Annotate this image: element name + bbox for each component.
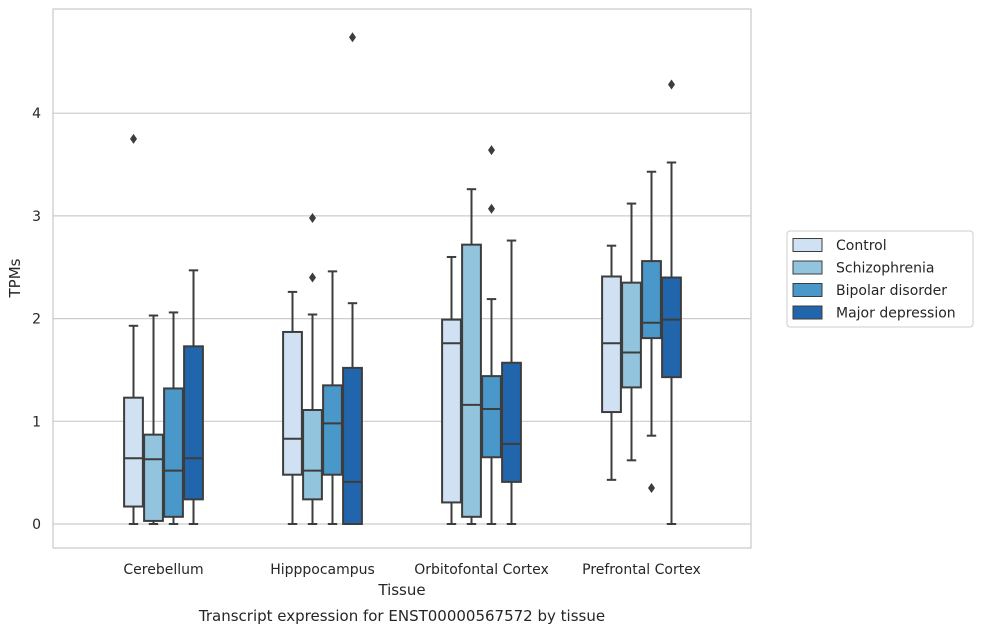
y-axis-label: TPMs [6,258,24,298]
outlier-marker [488,145,495,156]
legend-label: Control [836,238,887,254]
iqr-box [302,409,323,501]
plot-area-frame [52,8,752,549]
box-plots [123,32,682,525]
box-bipolar-disorder-cerebellum [163,311,184,525]
iqr-box [342,366,363,525]
box-bipolar-disorder-prefrontal-cortex [641,170,662,494]
legend-swatch [792,238,823,252]
box-control-cerebellum [123,133,144,525]
x-tick-label: Prefrontal Cortex [582,562,701,578]
legend: Control Schizophrenia Bipolar disorder Majo… [786,230,974,328]
box-schizophrenia-prefrontal-cortex [621,202,642,462]
box-schizophrenia-hipppocampus [302,212,323,525]
box-bipolar-disorder-hipppocampus [322,270,343,525]
iqr-box [661,276,682,379]
box-schizophrenia-cerebellum [143,314,164,525]
x-tick-labels: Cerebellum Hipppocampus Orbitofontal Corte… [123,562,700,578]
iqr-box [143,433,164,522]
outlier-marker [488,203,495,214]
iqr-box [183,345,204,501]
x-tick-label: Orbitofontal Cortex [414,562,549,578]
legend-label: Bipolar disorder [836,283,947,299]
outlier-marker [648,483,655,494]
y-tick-label: 3 [32,209,41,225]
chart-caption: Transcript expression for ENST0000056757… [198,607,605,625]
iqr-box [621,281,642,389]
box-major-depression-hipppocampus [342,32,363,525]
legend-item: Bipolar disorder [792,283,947,299]
legend-item: Control [792,238,887,254]
iqr-box [461,243,482,518]
outlier-marker [309,272,316,283]
y-tick-label: 1 [32,414,41,430]
legend-frame [786,230,974,328]
outlier-marker [668,79,675,90]
box-major-depression-cerebellum [183,269,204,525]
x-tick-label: Cerebellum [123,562,203,578]
iqr-box [481,375,502,459]
y-tick-label: 0 [32,517,41,533]
box-bipolar-disorder-orbitofontal-cortex [481,145,502,525]
iqr-box [282,330,303,476]
legend-label: Schizophrenia [836,261,934,277]
y-tick-labels: 0 1 2 3 4 [32,106,41,533]
legend-item: Major depression [792,305,956,322]
box-control-orbitofontal-cortex [441,255,462,525]
iqr-box [441,318,462,504]
legend-swatch [792,305,823,320]
x-axis-label: Tissue [377,581,425,599]
outlier-marker [130,133,137,144]
y-tick-label: 4 [32,106,41,122]
box-major-depression-orbitofontal-cortex [501,239,522,525]
iqr-box [501,361,522,483]
iqr-box [163,387,184,518]
outlier-marker [309,212,316,223]
box-schizophrenia-orbitofontal-cortex [461,188,482,525]
box-control-hipppocampus [282,290,303,525]
iqr-box [641,260,662,340]
legend-swatch [792,260,823,275]
legend-item: Schizophrenia [792,260,934,277]
legend-label: Major depression [836,306,956,322]
x-tick-label: Hipppocampus [270,562,375,578]
iqr-box [322,384,343,476]
box-control-prefrontal-cortex [601,244,622,481]
legend-swatch [792,283,823,297]
iqr-box [601,275,622,414]
outlier-marker [349,32,356,43]
iqr-box [123,396,144,508]
y-tick-label: 2 [32,312,41,328]
box-major-depression-prefrontal-cortex [661,79,682,525]
